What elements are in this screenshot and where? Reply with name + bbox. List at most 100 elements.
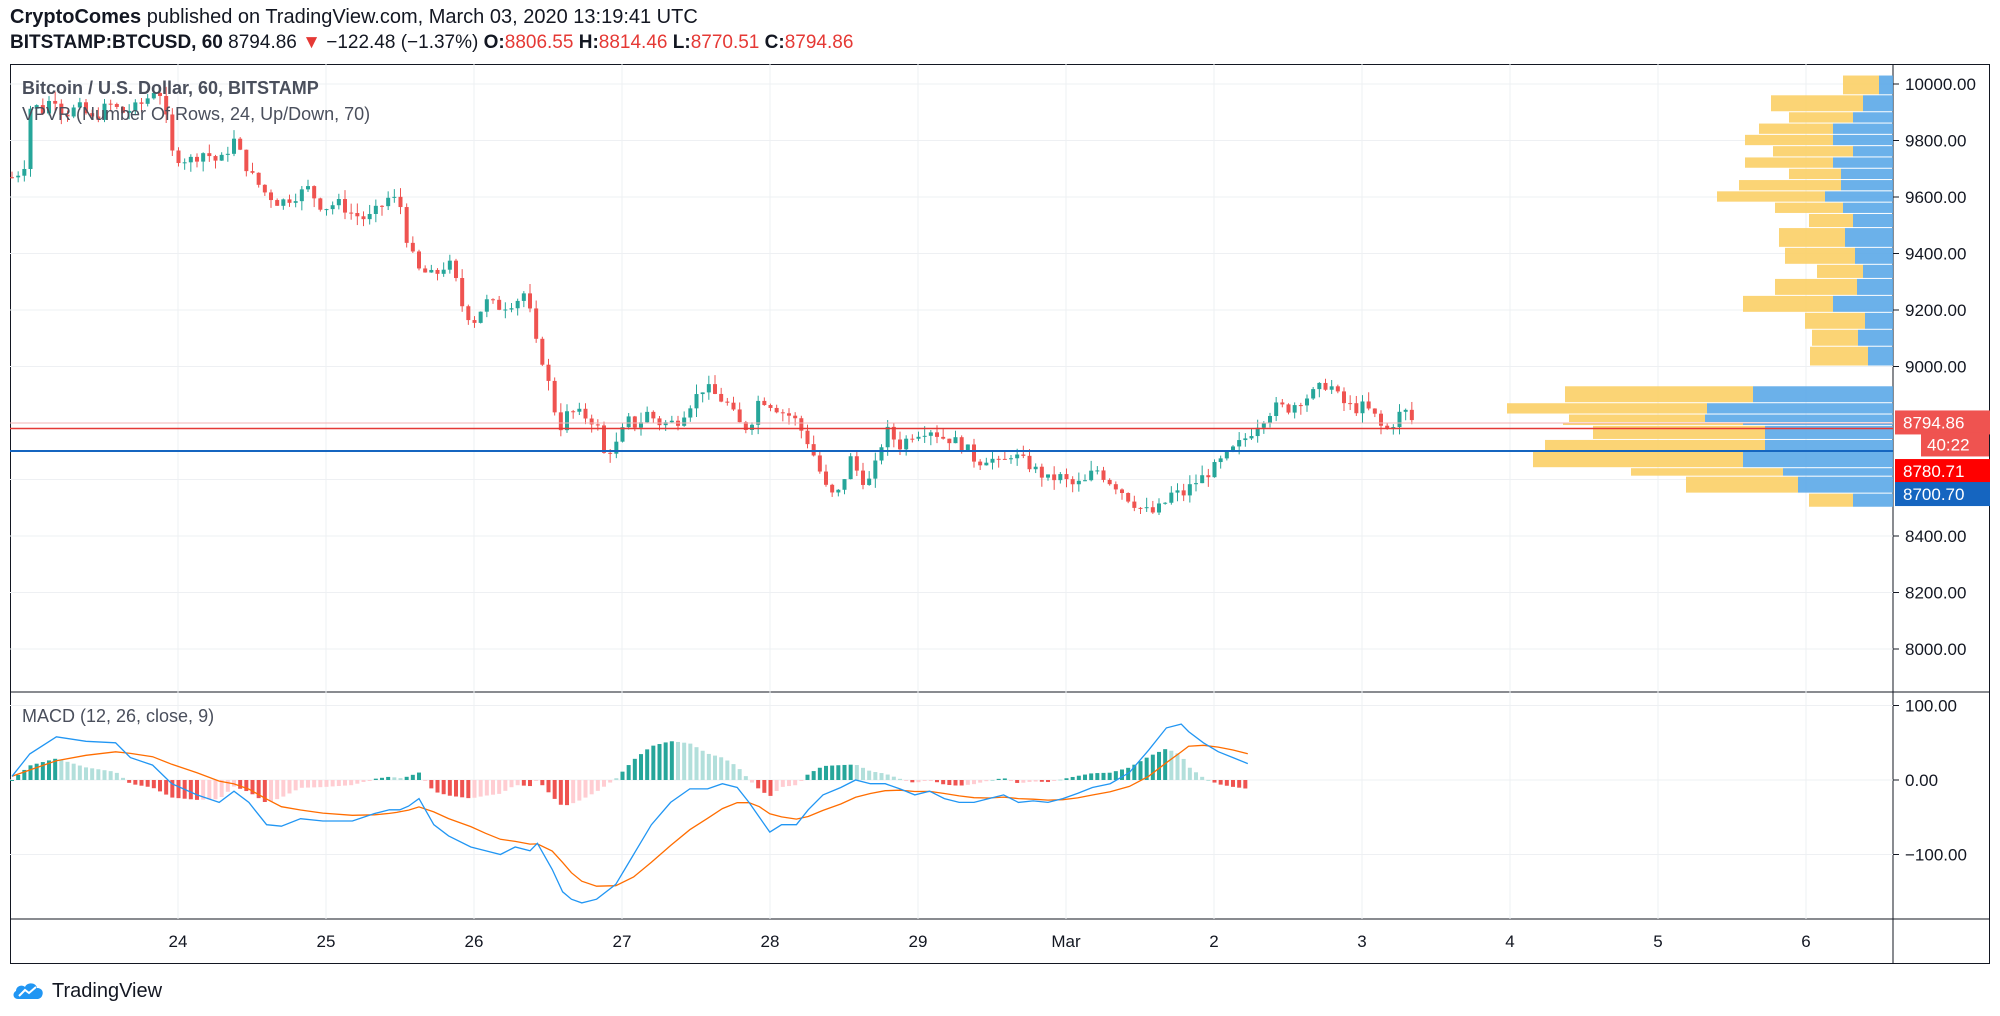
candle-down [552, 380, 557, 413]
low-label: L: [672, 32, 691, 53]
x-tick-label: 3 [1357, 932, 1366, 951]
macd-hist-down [158, 780, 162, 792]
macd-hist-down [1039, 780, 1044, 782]
candle-down [1052, 474, 1057, 481]
candle-up [1095, 470, 1100, 472]
macd-hist-up [398, 778, 403, 780]
candle-down [40, 105, 45, 114]
price-tag-label: 40:22 [1927, 435, 1970, 454]
macd-legend[interactable]: MACD (12, 26, close, 9) [22, 706, 215, 726]
macd-hist-down [558, 780, 563, 805]
tradingview-cloud-icon [13, 983, 43, 999]
chart-border [10, 64, 1990, 964]
macd-hist-down [595, 780, 600, 791]
candle-up [1163, 502, 1168, 504]
price-tag-label: 8780.71 [1903, 462, 1964, 481]
vpvr-row-up [1863, 95, 1893, 112]
macd-hist-down [503, 780, 508, 791]
candle-up [1403, 409, 1408, 412]
macd-hist-down [928, 780, 933, 781]
candle-up [373, 205, 378, 214]
candle-up [1169, 492, 1174, 503]
candle-up [1187, 484, 1192, 496]
candle-down [238, 138, 243, 150]
macd-hist-up [873, 772, 878, 780]
vpvr-row-up [1843, 202, 1893, 213]
candle-down [472, 320, 477, 323]
macd-hist-down [959, 780, 964, 786]
vpvr-legend[interactable]: VPVR (Number Of Rows, 24, Up/Down, 70) [22, 104, 371, 124]
candle-up [700, 392, 705, 395]
candle-down [1120, 489, 1124, 494]
macd-hist-up [96, 769, 101, 780]
macd-hist-down [207, 780, 212, 800]
candle-up [484, 299, 489, 312]
candle-down [787, 413, 791, 416]
candle-up [127, 110, 132, 113]
macd-hist-down [534, 780, 539, 781]
candle-down [657, 418, 662, 426]
candle-up [682, 417, 687, 426]
candle-up [478, 311, 483, 323]
vpvr-row-down [1717, 191, 1825, 202]
candle-down [108, 103, 113, 105]
chart-area[interactable]: 24 25 26 27 28 29 Mar 2 3 4 5 6 10000.00 9800.00 9600.… [10, 64, 1990, 964]
candle-up [392, 196, 397, 198]
candle-up [1083, 480, 1087, 482]
published-line: CryptoComes published on TradingView.com… [10, 6, 698, 29]
macd-hist-down [799, 780, 804, 781]
macd-hist-down [774, 780, 779, 791]
candle-down [891, 426, 896, 440]
vpvr-row-down [1631, 468, 1783, 476]
macd-hist-up [737, 769, 742, 780]
candle-up [750, 424, 754, 430]
candle-up [102, 103, 107, 120]
macd-hist-down [953, 780, 958, 786]
candle-down [861, 470, 865, 485]
macd-hist-down [293, 780, 298, 791]
macd-hist-down [330, 780, 335, 787]
candle-up [515, 300, 520, 309]
vpvr-row-down [1775, 202, 1843, 213]
macd-hist-down [1243, 780, 1248, 789]
open-label: O: [483, 32, 505, 53]
candle-up [1076, 480, 1081, 485]
candle-up [645, 411, 650, 423]
macd-hist-up [817, 767, 822, 780]
macd-hist-up [706, 753, 711, 780]
vpvr-row-up [1833, 157, 1893, 168]
macd-hist-down [491, 780, 495, 795]
candle-up [201, 153, 206, 162]
candle-down [361, 216, 366, 220]
candle-down [947, 438, 952, 444]
macd-hist-down [904, 780, 909, 781]
tradingview-logo[interactable]: TradingView [10, 976, 162, 1006]
candle-up [1397, 411, 1402, 428]
candle-up [1268, 415, 1272, 424]
candle-up [1058, 474, 1063, 481]
chart-canvas[interactable]: 24 25 26 27 28 29 Mar 2 3 4 5 6 10000.00 9800.00 9600.… [10, 64, 1990, 964]
candle-up [867, 478, 872, 485]
vpvr-row-down [1817, 264, 1863, 278]
candle-up [1194, 483, 1198, 485]
macd-hist-down [127, 780, 132, 783]
macd-hist-down [170, 780, 175, 798]
macd-hist-down [984, 780, 989, 782]
candle-up [503, 309, 508, 311]
author-name[interactable]: CryptoComes [10, 6, 142, 28]
x-tick-label: 24 [169, 932, 188, 951]
high-value: 8814.46 [598, 32, 668, 53]
candle-up [706, 384, 711, 393]
candle-down [1070, 479, 1075, 485]
low-value: 8770.51 [690, 32, 760, 53]
macd-hist-up [417, 772, 421, 780]
macd-hist-up [108, 771, 113, 780]
candle-up [1015, 454, 1020, 459]
macd-hist-down [515, 780, 520, 786]
vpvr-row-down [1809, 213, 1853, 228]
macd-hist-down [324, 780, 329, 787]
macd-hist-down [1052, 780, 1057, 781]
candle-down [410, 242, 415, 252]
candle-up [1224, 450, 1229, 459]
candle-down [1335, 386, 1340, 392]
